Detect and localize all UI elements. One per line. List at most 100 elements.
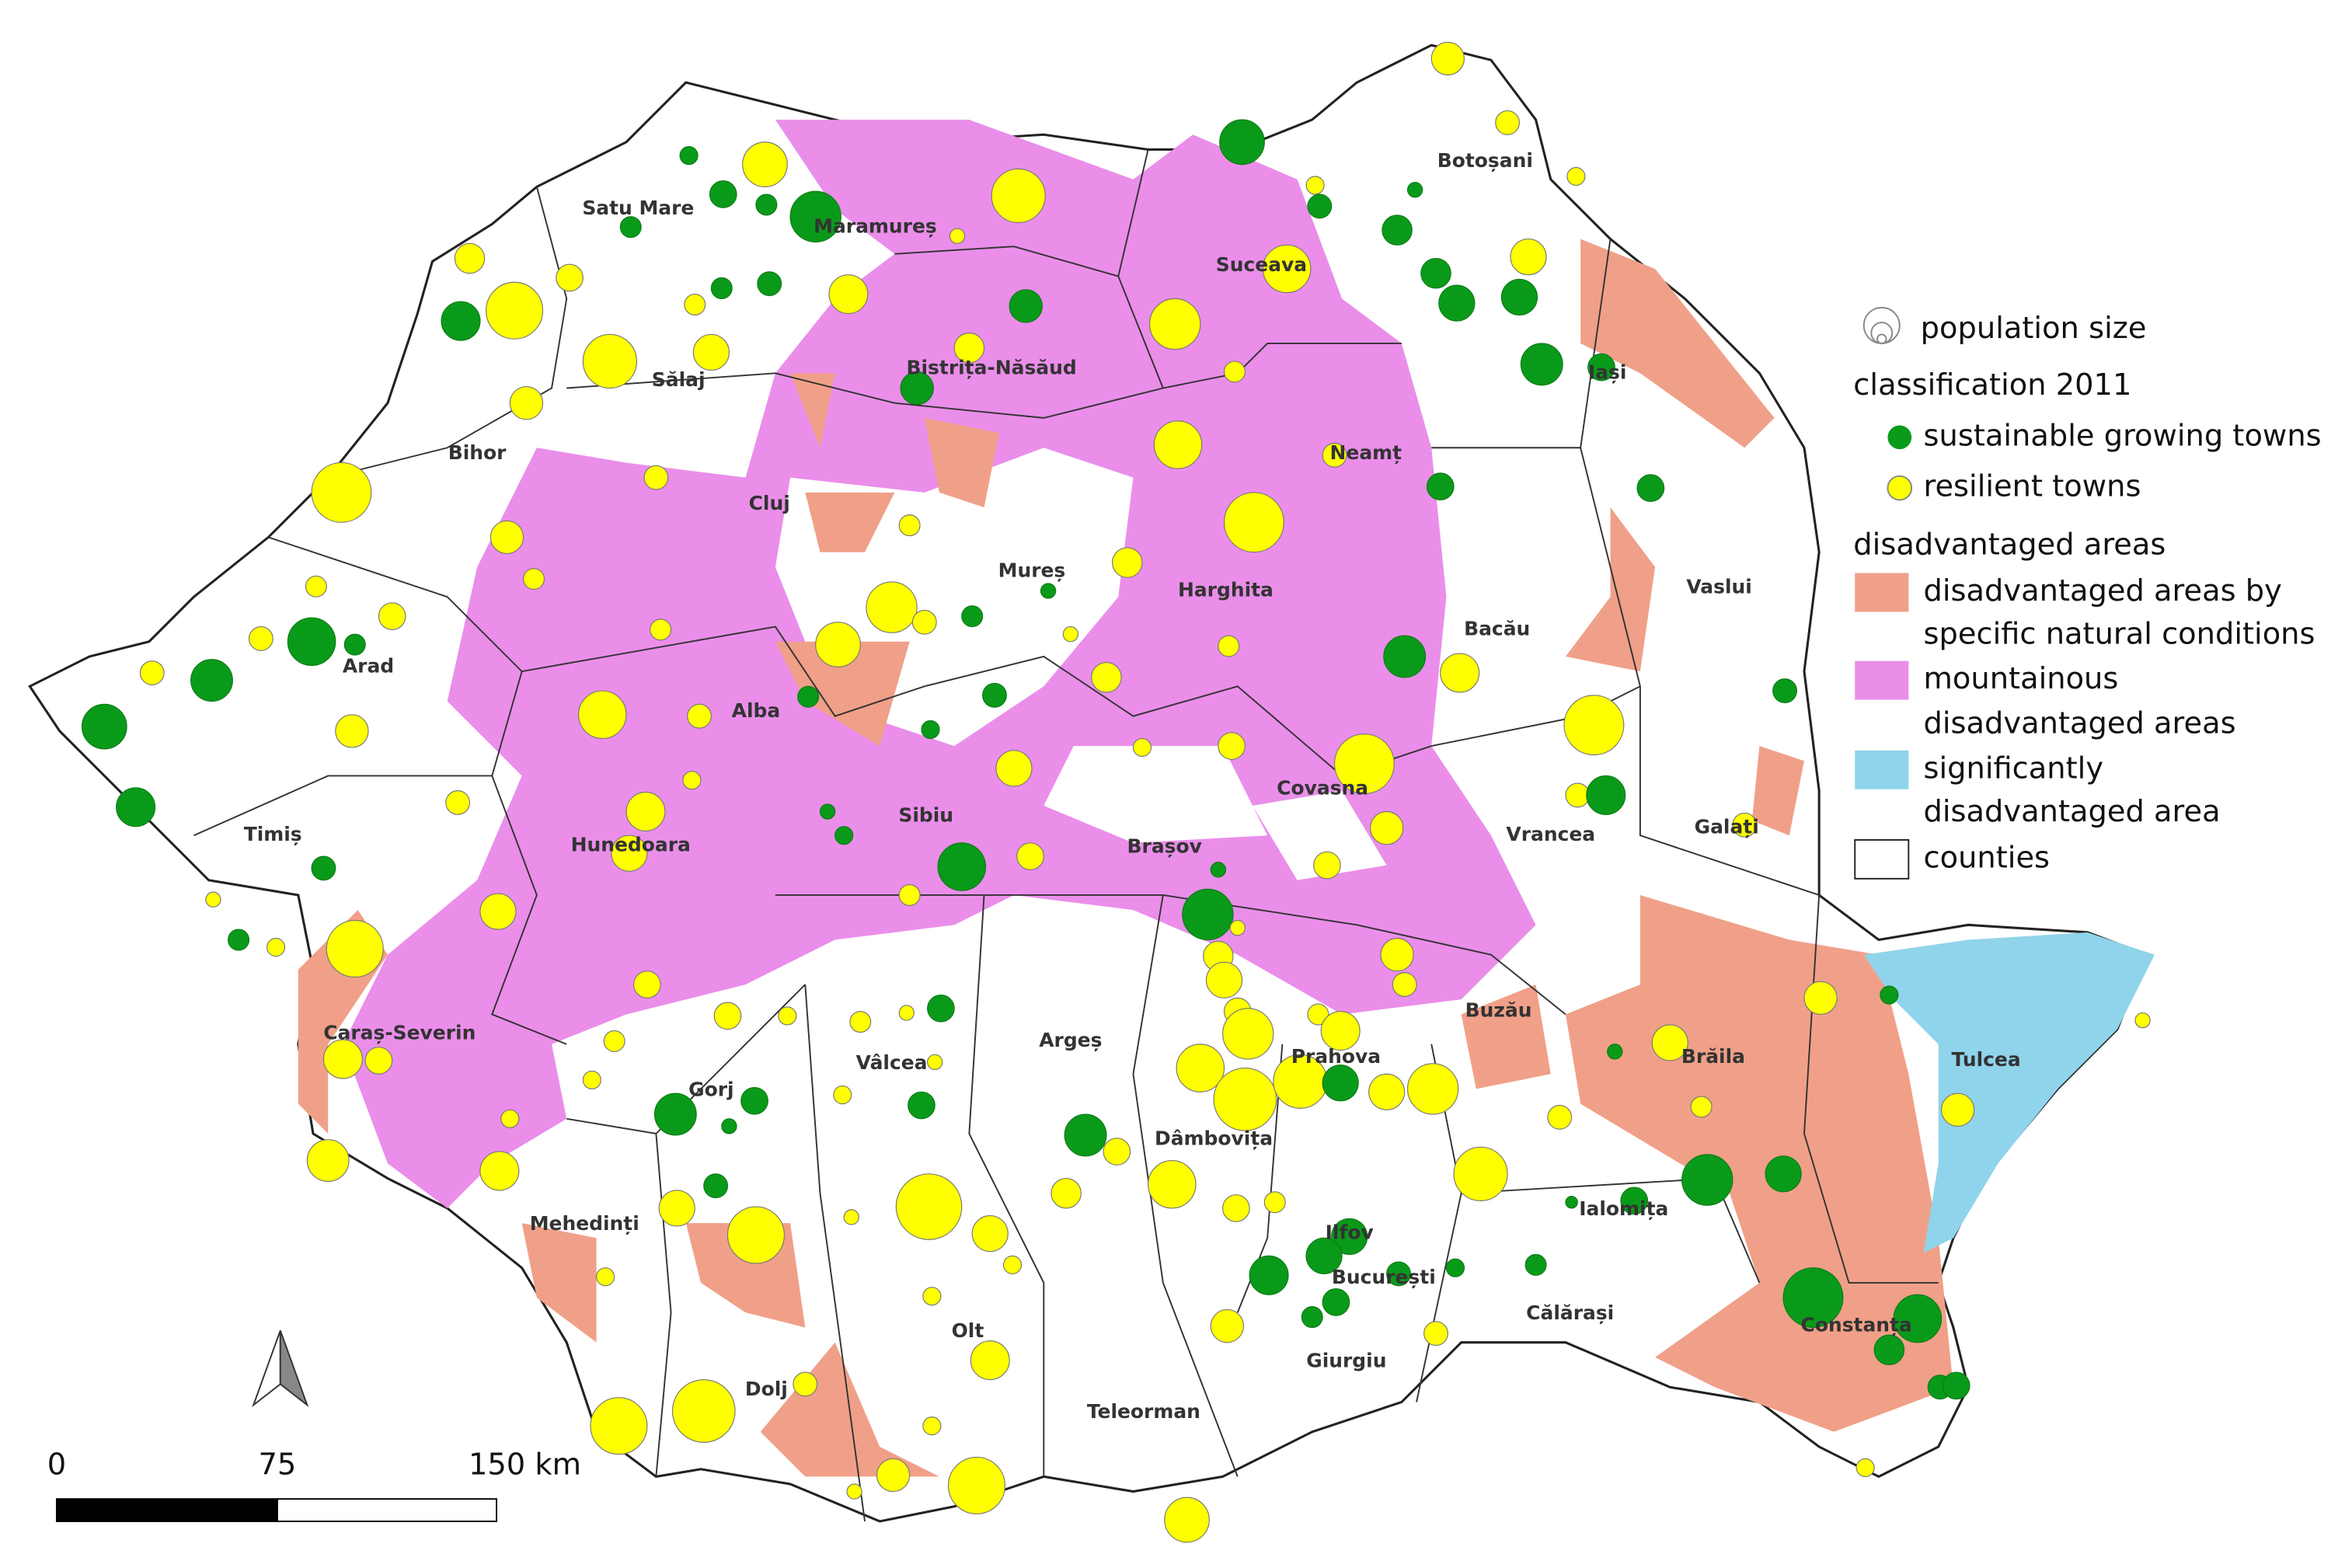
resilient-town <box>898 1005 915 1021</box>
growing-town <box>721 1118 737 1134</box>
county-label: Arad <box>343 654 394 677</box>
resilient-town <box>445 790 471 815</box>
resilient-town <box>1651 1024 1688 1061</box>
growing-town <box>1383 635 1427 678</box>
resilient-town <box>378 602 406 630</box>
county-label: Botoșani <box>1437 149 1533 172</box>
resilient-town <box>577 690 627 740</box>
resilient-town <box>1566 166 1586 186</box>
resilient-town <box>1016 842 1044 870</box>
growing-town <box>961 605 984 628</box>
resilient-town <box>479 893 517 930</box>
resilient-town <box>1732 812 1758 838</box>
resilient-town <box>1313 851 1341 880</box>
county-label: Giurgiu <box>1306 1350 1386 1372</box>
growing-town <box>927 994 955 1023</box>
resilient-town <box>1322 442 1347 468</box>
resilient-town <box>1062 625 1079 643</box>
resilient-town <box>991 168 1046 224</box>
growing-town <box>900 371 934 406</box>
resilient-town <box>895 1173 963 1240</box>
growing-town <box>1524 1253 1547 1276</box>
resilient-town <box>650 618 672 641</box>
county-label: Covasna <box>1277 777 1368 800</box>
county-label: Cluj <box>749 492 790 514</box>
growing-town <box>116 787 156 828</box>
resilient-town <box>1164 1497 1210 1543</box>
county-label: Sălaj <box>652 368 706 391</box>
resilient-town <box>1153 420 1203 469</box>
resilient-town <box>1262 244 1312 294</box>
legend-text: counties <box>1924 840 2051 875</box>
county-label: Neamț <box>1330 441 1402 464</box>
county-labels: Satu Mare Maramureș Botoșani Suceava Sălaj Bi… <box>244 149 2021 1423</box>
legend-icon <box>1862 306 1901 344</box>
resilient-town <box>139 660 165 685</box>
growing-town <box>343 633 366 656</box>
legend-icon <box>1855 573 1909 612</box>
resilient-town <box>248 625 274 651</box>
resilient-town <box>1112 547 1143 578</box>
resilient-town <box>1051 1178 1082 1209</box>
growing-town <box>1765 1155 1802 1193</box>
growing-town <box>757 271 782 297</box>
county-label: Dolj <box>745 1378 788 1400</box>
resilient-town <box>509 386 544 420</box>
growing-town <box>1009 289 1043 323</box>
growing-town <box>441 301 481 341</box>
county-label: Suceava <box>1216 253 1307 276</box>
resilient-town <box>1369 810 1404 845</box>
resilient-town <box>682 771 702 790</box>
resilient-town <box>922 1287 942 1306</box>
growing-town <box>819 803 836 820</box>
legend-text: disadvantaged areas <box>1924 706 2236 741</box>
legend-text: disadvantaged areas <box>1853 527 2166 562</box>
growing-town <box>1620 1186 1649 1215</box>
resilient-town <box>1305 176 1325 195</box>
county-label: Ialomița <box>1579 1197 1668 1220</box>
growing-town <box>1681 1154 1733 1206</box>
resilient-town <box>713 1002 742 1030</box>
resilient-town <box>1091 662 1122 693</box>
growing-town <box>1873 1334 1905 1366</box>
growing-town <box>1636 474 1665 502</box>
county-label: Timiș <box>244 823 302 845</box>
growing-town <box>835 826 854 845</box>
growing-town <box>1386 1261 1411 1287</box>
county-label: Alba <box>732 699 781 722</box>
county-label: Hunedoara <box>571 834 691 856</box>
county-label: Argeș <box>1039 1029 1102 1051</box>
resilient-town <box>326 920 384 978</box>
legend-text: mountainous <box>1924 661 2119 696</box>
resilient-town <box>1430 41 1465 76</box>
resilient-town <box>454 242 486 274</box>
resilient-town <box>590 1397 648 1455</box>
resilient-town <box>778 1006 797 1026</box>
resilient-town <box>1263 1191 1286 1214</box>
resilient-town <box>335 714 369 748</box>
resilient-town <box>1495 110 1521 135</box>
resilient-town <box>1229 920 1246 936</box>
growing-town <box>1500 278 1538 316</box>
resilient-town <box>898 883 921 906</box>
growing-town <box>1587 353 1615 382</box>
county-label: Constanța <box>1801 1314 1912 1336</box>
resilient-town <box>1210 1308 1245 1343</box>
resilient-town <box>1380 938 1414 972</box>
growing-town <box>190 659 233 702</box>
growing-town <box>703 1173 729 1199</box>
resilient-town <box>2134 1012 2151 1029</box>
county-label: Vrancea <box>1506 823 1595 845</box>
legend-icon <box>1887 475 1913 501</box>
resilient-town <box>947 1456 1005 1514</box>
county-label: Maramureș <box>814 214 937 237</box>
resilient-town <box>596 1267 615 1287</box>
growing-town <box>1331 1218 1368 1256</box>
resilient-town <box>205 891 221 908</box>
resilient-town <box>1213 1067 1277 1131</box>
county-label: Vaslui <box>1686 576 1751 598</box>
resilient-town <box>898 514 921 537</box>
growing-town <box>1219 119 1265 166</box>
county-label: Iași <box>1588 361 1626 383</box>
